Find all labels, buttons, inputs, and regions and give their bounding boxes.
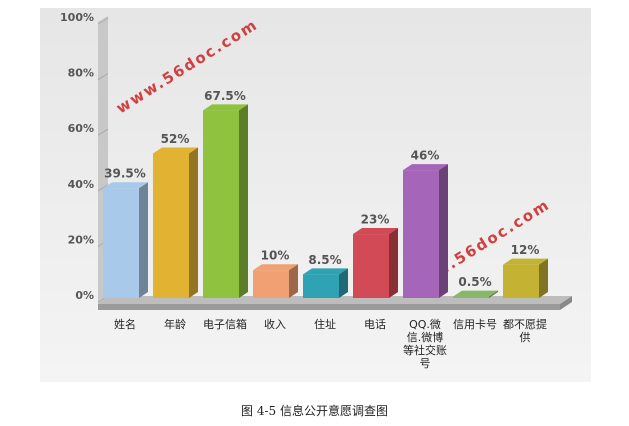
value-label: 52%	[161, 132, 190, 146]
bar	[353, 234, 389, 298]
bar-side	[189, 147, 198, 298]
value-label: 23%	[361, 213, 390, 227]
bar-side	[239, 104, 248, 298]
bar-side	[289, 264, 298, 298]
bar	[453, 296, 489, 298]
bar-side	[389, 228, 398, 298]
value-label: 67.5%	[204, 89, 246, 103]
bar-side	[139, 182, 148, 298]
x-tick-label: 都不愿提供	[503, 318, 547, 344]
bar	[503, 264, 539, 298]
x-tick-label: 收入	[264, 318, 286, 331]
bar-top	[453, 290, 498, 297]
tick-mark	[97, 73, 109, 81]
value-label: 39.5%	[104, 167, 146, 181]
value-label: 8.5%	[308, 253, 341, 267]
bar-top	[203, 104, 248, 111]
floor-front	[98, 304, 560, 310]
bar-side	[539, 258, 548, 298]
bar	[103, 188, 139, 298]
value-label: 0.5%	[458, 275, 491, 289]
bar-top	[103, 182, 148, 189]
x-tick-label: 电话	[364, 318, 386, 331]
bar-top	[253, 264, 298, 271]
caption: 图 4-5 信息公开意愿调查图	[241, 404, 388, 418]
bar-top	[503, 258, 548, 265]
x-tick-label: 电子信箱	[203, 318, 247, 331]
bar	[253, 270, 289, 298]
bar	[303, 274, 339, 298]
bar-side	[489, 290, 498, 298]
y-tick-label: 40%	[68, 178, 94, 191]
tick-mark	[97, 184, 109, 192]
bar-top	[303, 268, 348, 275]
bar	[203, 110, 239, 298]
tick-mark	[97, 17, 109, 25]
bar-top	[403, 164, 448, 171]
bar-side	[339, 268, 348, 298]
y-tick-label: 0%	[75, 289, 94, 302]
bar-top	[153, 147, 198, 154]
x-tick-label: 信用卡号	[453, 318, 497, 331]
y-tick-label: 80%	[68, 67, 94, 80]
x-tick-label: QQ.微信.微博等社交账号	[403, 318, 447, 370]
value-label: 10%	[261, 249, 290, 263]
x-tick-label: 姓名	[114, 318, 136, 331]
bar-top	[353, 228, 398, 235]
bar	[153, 153, 189, 298]
bar	[403, 170, 439, 298]
tick-mark	[97, 128, 109, 136]
x-tick-label: 年龄	[164, 318, 186, 331]
bar-side	[439, 164, 448, 298]
value-label: 46%	[411, 149, 440, 163]
y-tick-label: 20%	[68, 233, 94, 246]
y-tick-label: 100%	[60, 11, 94, 24]
value-label: 12%	[511, 243, 540, 257]
floor-side	[560, 296, 572, 310]
x-tick-label: 住址	[314, 318, 336, 331]
y-tick-label: 60%	[68, 122, 94, 135]
